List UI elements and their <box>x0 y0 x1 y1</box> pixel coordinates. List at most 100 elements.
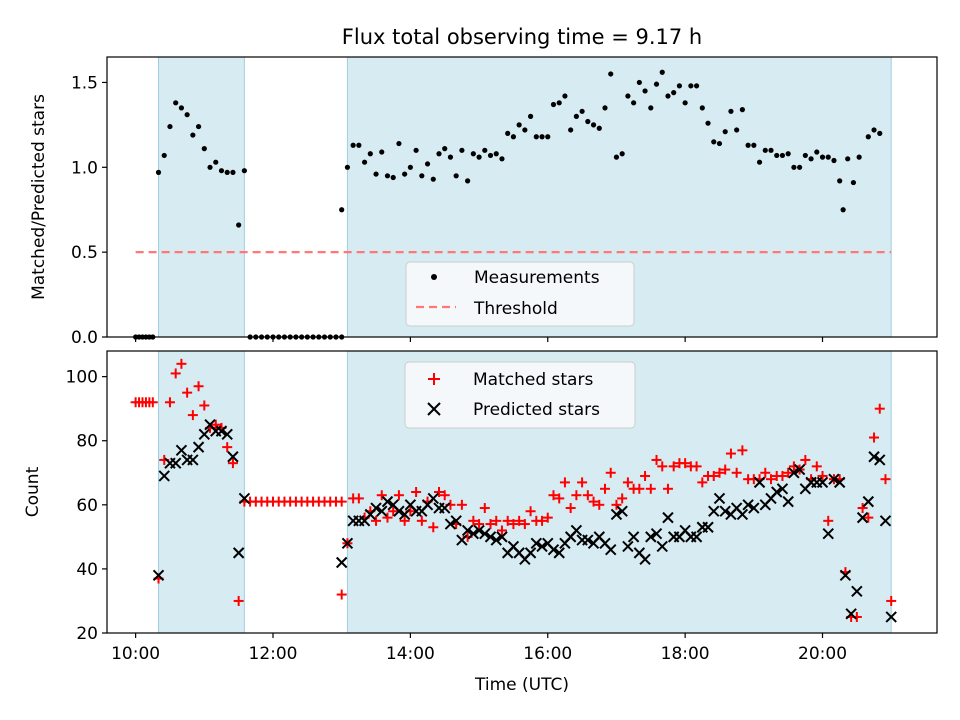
bottom-x-axis: 10:00 12:00 14:00 16:00 18:00 20:00 <box>111 633 847 664</box>
measurement-point <box>356 142 362 148</box>
predicted-stars-point <box>341 537 354 549</box>
measurement-point <box>213 159 219 165</box>
x-tick-label: 18:00 <box>661 644 710 664</box>
matched-stars-point <box>336 496 347 507</box>
measurement-point <box>510 134 517 140</box>
measurement-point <box>585 118 591 125</box>
predicted-stars-point <box>650 527 663 540</box>
matched-stars-point <box>588 496 599 507</box>
measurement-point <box>865 134 871 140</box>
measurement-point <box>550 101 557 108</box>
x-tick-label: 20:00 <box>798 644 847 664</box>
matched-stars-point <box>388 506 399 517</box>
measurement-point <box>625 93 631 99</box>
predicted-stars-point <box>221 428 233 441</box>
predicted-stars-point <box>427 492 439 505</box>
matched-stars-point <box>170 368 181 379</box>
measurement-point <box>407 164 413 170</box>
matched-stars-point <box>496 525 507 536</box>
measurement-point <box>224 169 230 175</box>
top-shaded-interval <box>158 56 245 338</box>
measurement-point <box>871 127 877 133</box>
predicted-stars-point <box>879 515 892 527</box>
measurement-point <box>579 108 585 114</box>
measurement-point <box>716 140 723 147</box>
measurement-point <box>373 171 379 177</box>
measurement-point <box>470 151 476 157</box>
top-y-tick-label: 0.0 <box>71 328 98 348</box>
measurement-point <box>207 164 213 170</box>
measurement-point <box>590 122 597 128</box>
predicted-stars-point <box>874 454 886 466</box>
measurement-point <box>665 93 671 99</box>
predicted-stars-point <box>370 502 382 514</box>
bottom-panel: 20 40 60 80 100 10:00 12:00 14:00 16:00 18:00 20:… <box>23 350 938 695</box>
measurement-point <box>845 156 851 162</box>
measurement-point <box>482 147 488 153</box>
top-legend-box <box>405 261 635 327</box>
predicted-stars-point <box>536 540 548 553</box>
measurement-point <box>837 178 843 184</box>
bottom-axes-frame <box>106 350 938 634</box>
predicted-stars-point <box>645 531 657 543</box>
x-axis-label: Time (UTC) <box>474 675 569 695</box>
matched-stars-point <box>210 419 221 430</box>
measurement-point <box>802 152 808 159</box>
measurement-point <box>699 105 705 111</box>
matched-stars-point <box>519 519 530 530</box>
measurement-point <box>533 134 539 140</box>
measurement-point <box>676 83 683 89</box>
top-y-tick-label: 1.5 <box>71 73 98 93</box>
bottom-y-tick-label: 40 <box>76 560 98 580</box>
matched-stars-point <box>737 445 748 456</box>
measurement-point <box>631 100 637 106</box>
matched-stars-point <box>382 512 393 523</box>
matched-stars-point <box>491 515 502 526</box>
matched-stars-point <box>880 474 891 485</box>
matched-stars-point <box>760 467 771 478</box>
x-tick-label: 10:00 <box>111 644 160 664</box>
measurement-point <box>476 154 482 160</box>
measurement-point <box>493 151 499 157</box>
predicted-stars-point <box>771 486 783 498</box>
matched-stars-point <box>611 499 622 510</box>
predicted-stars-point <box>479 527 491 540</box>
measurement-point <box>390 174 396 181</box>
predicted-stars-point <box>450 515 462 527</box>
matched-stars-point <box>164 397 175 408</box>
top-y-axis-label: Matched/Predicted stars <box>29 94 49 300</box>
measurement-point <box>671 90 677 96</box>
predicted-stars-point <box>456 534 468 546</box>
measurement-point <box>173 100 179 106</box>
measurement-point <box>705 120 711 126</box>
measurement-point <box>745 142 751 148</box>
measurement-point <box>402 171 408 177</box>
measurement-point <box>831 157 837 164</box>
predicted-stars-point <box>238 492 251 505</box>
measurement-point <box>539 134 545 140</box>
measurement-point <box>734 127 740 133</box>
measurement-point <box>161 152 167 159</box>
predicted-stars-point <box>444 518 457 530</box>
matched-stars-point <box>182 387 193 398</box>
matched-stars-point <box>571 490 582 501</box>
measurement-point <box>436 151 442 157</box>
matched-stars-point <box>371 515 382 526</box>
measurement-point <box>774 152 780 159</box>
predicted-stars-point <box>169 457 182 469</box>
bottom-plot-marks <box>130 358 897 623</box>
predicted-stars-point <box>713 492 726 505</box>
matched-stars-point <box>634 483 645 494</box>
bottom-legend: Matched stars Predicted stars <box>404 361 636 429</box>
matched-stars-point <box>542 512 553 523</box>
matched-stars-point <box>227 458 238 469</box>
predicted-stars-point <box>393 505 405 517</box>
measurement-point <box>241 168 247 174</box>
chart-title: Flux total observing time = 9.17 h <box>342 25 702 49</box>
matched-stars-point <box>582 490 593 501</box>
measurement-point <box>178 105 185 111</box>
measurement-point <box>499 156 505 162</box>
matched-stars-point <box>680 458 691 469</box>
bottom-legend-box <box>404 361 636 429</box>
matched-stars-point <box>548 490 559 501</box>
